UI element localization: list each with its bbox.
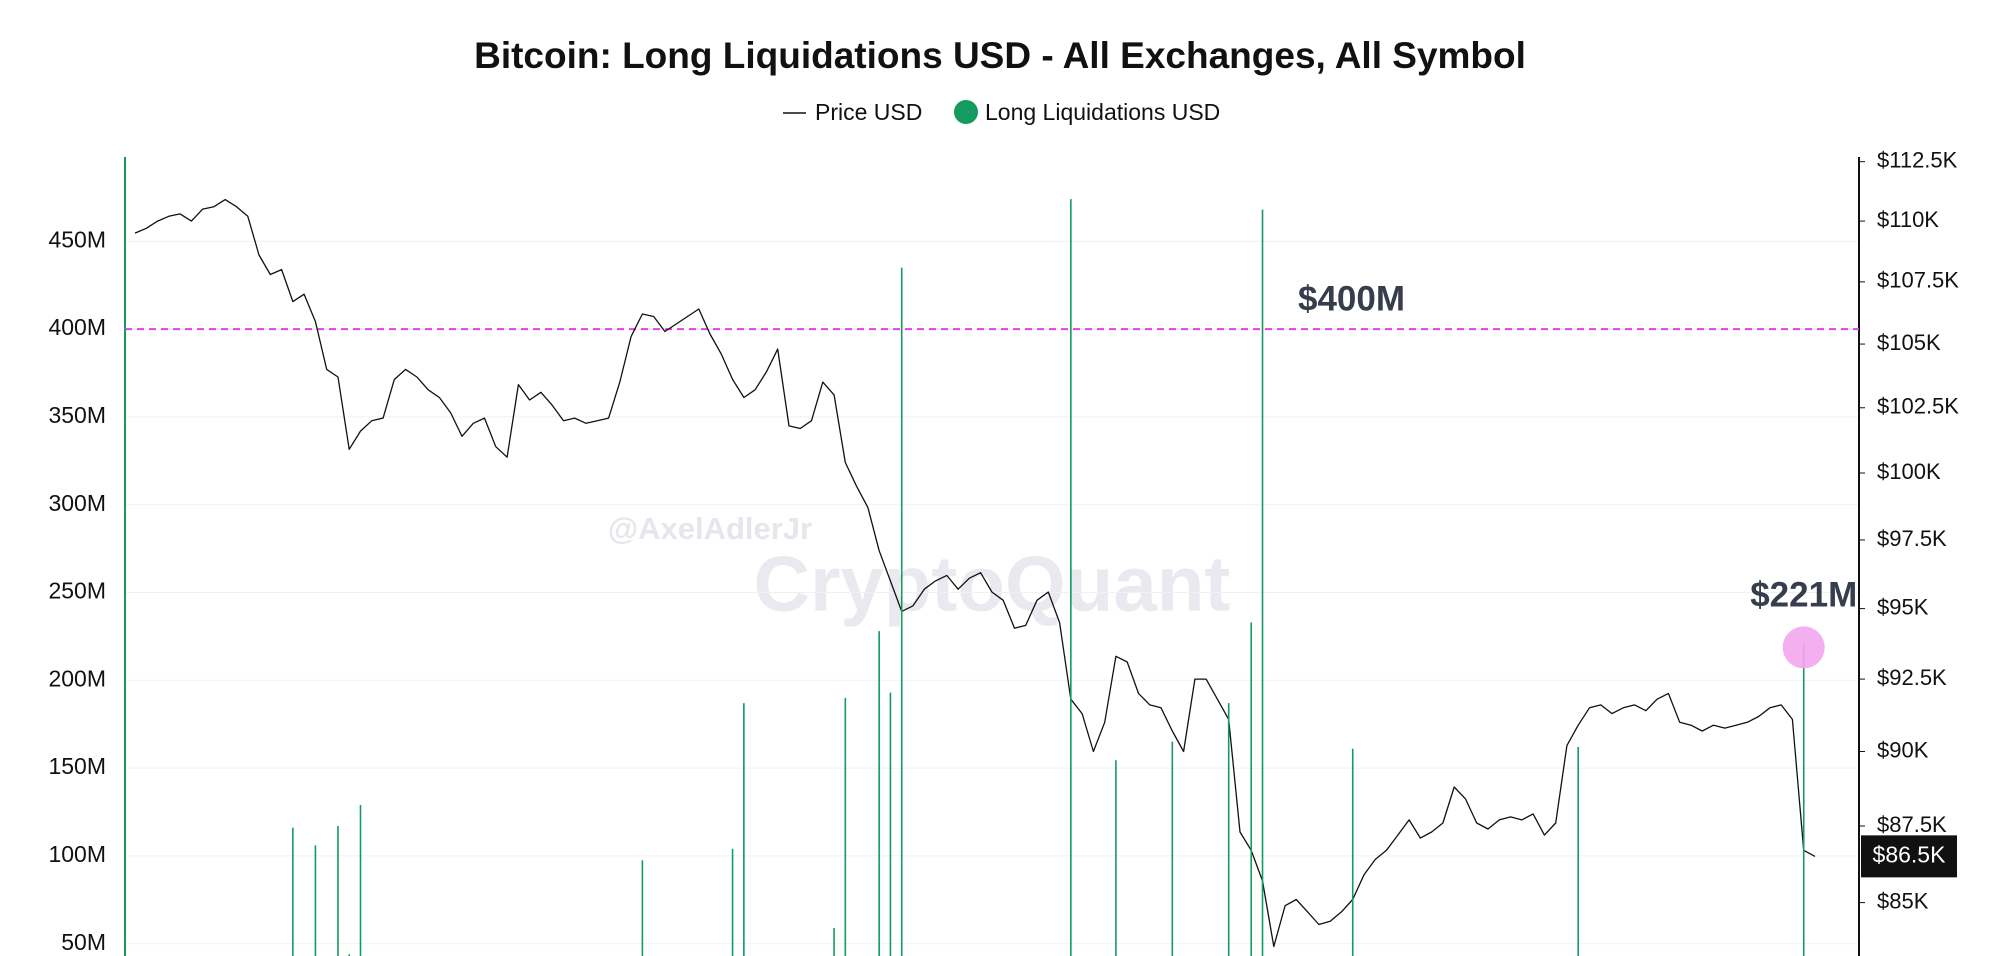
y-tick-label: 200M: [48, 665, 106, 691]
callout-label: $221M: [1750, 576, 1857, 615]
y2-tick-label: $97.5K: [1877, 526, 1947, 551]
chart-title: Bitcoin: Long Liquidations USD - All Exc…: [474, 35, 1526, 76]
y-tick-label: 50M: [61, 929, 106, 955]
price-line: [134, 198, 1816, 948]
y-tick-label: 100M: [48, 841, 106, 867]
y2-tick-label: $87.5K: [1877, 812, 1947, 837]
watermark: CryptoQuant: [754, 540, 1231, 628]
y2-tick-label: $100K: [1877, 459, 1941, 484]
y2-tick-label: $95K: [1877, 594, 1929, 619]
watermark: @AxelAdlerJr: [608, 511, 812, 546]
y2-tick-label: $102.5K: [1877, 394, 1959, 419]
y-tick-label: 250M: [48, 578, 106, 604]
y2-tick-label: $92.5K: [1877, 665, 1947, 690]
threshold-label: $400M: [1298, 279, 1405, 318]
legend-label: Price USD: [815, 99, 922, 125]
price-badge-label: $86.5K: [1873, 841, 1947, 867]
legend-label: Long Liquidations USD: [985, 99, 1220, 125]
callout-marker: [1782, 626, 1825, 669]
y2-tick-label: $85K: [1877, 888, 1929, 913]
legend-swatch: [954, 100, 978, 124]
y2-tick-label: $112.5K: [1877, 148, 1958, 173]
y-tick-label: 150M: [48, 753, 106, 779]
y2-tick-label: $107.5K: [1877, 268, 1959, 293]
price-badge: [1861, 835, 1957, 878]
y-tick-label: 350M: [48, 402, 106, 428]
y-tick-label: 300M: [48, 490, 106, 516]
y-tick-label: 450M: [48, 226, 106, 252]
y2-tick-label: $105K: [1877, 330, 1941, 355]
y2-tick-label: $110K: [1877, 207, 1939, 232]
y-tick-label: 400M: [48, 314, 106, 340]
y2-tick-label: $90K: [1877, 737, 1929, 762]
